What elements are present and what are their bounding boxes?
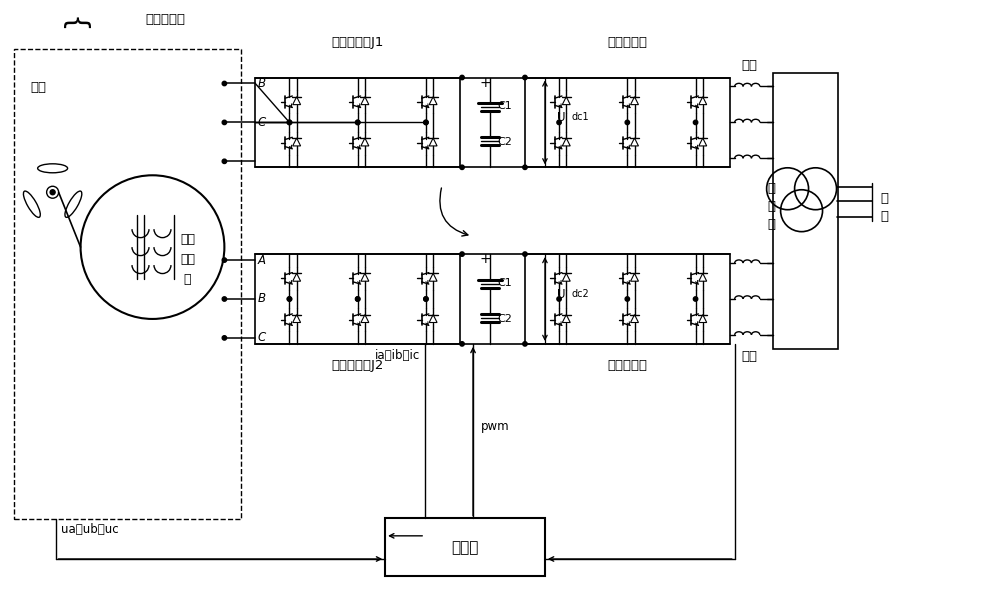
Circle shape (523, 75, 527, 80)
Bar (525, 78, 730, 168)
Circle shape (460, 75, 464, 80)
Text: dc2: dc2 (572, 289, 590, 299)
Circle shape (557, 120, 561, 124)
Text: C1: C1 (498, 278, 512, 288)
Text: 风力发电机: 风力发电机 (145, 13, 185, 26)
Text: 机: 机 (184, 272, 191, 285)
Circle shape (50, 190, 55, 195)
Bar (14, 49, 241, 519)
Circle shape (557, 297, 561, 301)
Text: +: + (479, 76, 491, 89)
Text: C2: C2 (498, 314, 512, 324)
Circle shape (287, 297, 292, 301)
Text: 机侧变流器J1: 机侧变流器J1 (332, 36, 384, 49)
Text: 网侧变流器: 网侧变流器 (607, 359, 647, 372)
Circle shape (523, 342, 527, 346)
Circle shape (460, 342, 464, 346)
Text: pwm: pwm (481, 420, 510, 433)
Text: 风轮: 风轮 (31, 81, 47, 94)
Circle shape (222, 159, 227, 163)
Text: U: U (557, 288, 565, 301)
Circle shape (356, 297, 360, 301)
Text: B: B (257, 77, 265, 90)
Circle shape (424, 120, 428, 124)
Circle shape (287, 120, 292, 124)
Circle shape (460, 252, 464, 256)
Text: C: C (257, 332, 266, 345)
Circle shape (523, 165, 527, 169)
Bar (525, 254, 730, 344)
Circle shape (287, 297, 292, 301)
Text: C2: C2 (498, 137, 512, 147)
Text: 电: 电 (880, 192, 888, 205)
Circle shape (222, 81, 227, 86)
Text: 电感: 电感 (742, 59, 758, 72)
Text: +: + (479, 252, 491, 266)
Text: 机侧变流器J2: 机侧变流器J2 (332, 359, 384, 372)
Text: 网侧变流器: 网侧变流器 (607, 36, 647, 49)
Circle shape (424, 297, 428, 301)
Text: ua、ub、uc: ua、ub、uc (61, 523, 118, 536)
Text: 发电: 发电 (180, 253, 195, 266)
Text: U: U (557, 111, 565, 124)
Circle shape (625, 120, 630, 124)
Text: C1: C1 (498, 101, 512, 111)
Text: dc1: dc1 (572, 112, 590, 123)
Text: 永磁: 永磁 (180, 233, 195, 246)
Circle shape (356, 297, 360, 301)
Text: B: B (257, 292, 265, 305)
Circle shape (424, 120, 428, 124)
Text: 控制器: 控制器 (451, 540, 479, 555)
Text: {: { (59, 16, 87, 34)
Text: C: C (257, 116, 266, 129)
Text: 器: 器 (768, 218, 776, 231)
Text: 电感: 电感 (742, 350, 758, 363)
Text: 压: 压 (768, 200, 776, 213)
Circle shape (222, 120, 227, 124)
Circle shape (625, 297, 630, 301)
Circle shape (287, 120, 292, 124)
Text: ia、ib、ic: ia、ib、ic (375, 349, 420, 362)
Circle shape (222, 258, 227, 262)
Text: 变: 变 (768, 182, 776, 195)
Circle shape (693, 120, 698, 124)
Circle shape (222, 336, 227, 340)
Circle shape (460, 165, 464, 169)
Bar (385, 519, 545, 577)
Text: A: A (257, 253, 265, 266)
Circle shape (356, 120, 360, 124)
Circle shape (424, 297, 428, 301)
Circle shape (222, 297, 227, 301)
Bar (255, 254, 460, 344)
Circle shape (523, 252, 527, 256)
Text: 网: 网 (880, 210, 888, 223)
Bar (255, 78, 460, 168)
Circle shape (356, 120, 360, 124)
Circle shape (693, 297, 698, 301)
Bar (773, 73, 838, 349)
